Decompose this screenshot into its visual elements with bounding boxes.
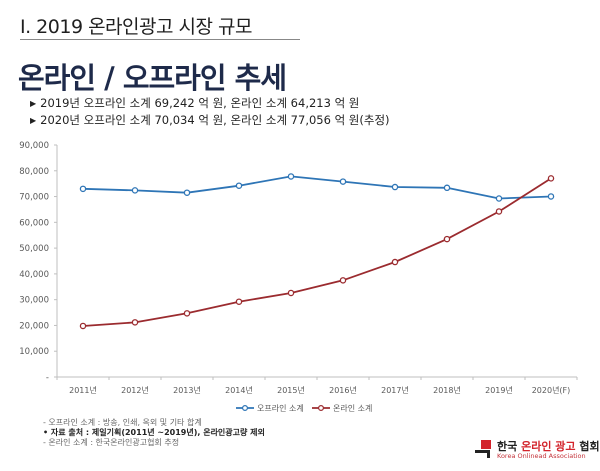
title-divider <box>20 39 300 40</box>
note-source: • 자료 출처 : 제일기획(2011년 ~2019년), 온라인광고량 제외 <box>43 428 265 437</box>
data-point <box>183 189 191 196</box>
data-point <box>287 289 295 297</box>
series-online <box>79 175 555 330</box>
y-tick-label: 40,000 <box>19 270 49 280</box>
chart-notes: - 오프라인 소계 : 방송, 인쇄, 옥외 및 기타 합계 • 자료 출처 :… <box>43 418 265 448</box>
summary-bullet-2019: ▶ 2019년 오프라인 소계 69,242 억 원, 온라인 소계 64,213… <box>30 96 360 110</box>
x-tick-label: 2011년 <box>69 385 97 395</box>
y-axis-ticks: - 10,000 20,000 30,000 40,000 50,000 60,000 70,… <box>19 141 57 383</box>
line-chart: - 10,000 20,000 30,000 40,000 50,000 60,000 70,… <box>19 141 578 413</box>
y-tick-label: - <box>46 373 49 383</box>
y-tick-label: 20,000 <box>19 321 49 331</box>
data-point <box>183 310 191 317</box>
data-point <box>287 173 295 180</box>
y-tick-label: 10,000 <box>19 347 49 357</box>
legend-label: 온라인 소계 <box>333 403 372 413</box>
x-tick-label: 2014년 <box>225 385 253 395</box>
data-point <box>443 184 451 192</box>
data-point <box>79 185 87 193</box>
legend-point-marker <box>318 405 325 412</box>
series-line <box>82 177 552 327</box>
x-tick-label: 2012년 <box>121 385 149 395</box>
data-point <box>391 183 399 191</box>
section-title: Ⅰ. 2019 온라인광고 시장 규모 <box>20 16 252 38</box>
x-tick-label: 2020년(F) <box>532 385 571 395</box>
summary-bullet-2020: ▶ 2020년 오프라인 소계 70,034 억 원, 온라인 소계 77,056… <box>30 113 390 127</box>
summary-bullets: ▶ 2019년 오프라인 소계 69,242 억 원, 온라인 소계 64,213… <box>30 95 390 129</box>
x-tick-label: 2015년 <box>277 385 305 395</box>
legend-point-marker <box>242 405 249 412</box>
data-point <box>547 175 555 182</box>
data-point <box>547 193 555 200</box>
x-tick-label: 2019년 <box>485 385 513 395</box>
y-tick-label: 70,000 <box>19 193 49 203</box>
data-point <box>131 187 139 194</box>
legend-item-online: 온라인 소계 <box>312 403 372 413</box>
y-tick-label: 90,000 <box>19 141 49 151</box>
data-point <box>339 277 347 284</box>
data-point <box>495 195 503 202</box>
y-tick-label: 60,000 <box>19 218 49 228</box>
chart-legend: 오프라인 소계 온라인 소계 <box>236 403 372 413</box>
data-point <box>391 258 399 266</box>
page-title: 온라인 / 오프라인 추세 <box>18 61 287 95</box>
x-tick-label: 2016년 <box>329 385 357 395</box>
y-tick-label: 50,000 <box>19 244 49 254</box>
x-tick-label: 2018년 <box>433 385 461 395</box>
data-point <box>235 182 243 189</box>
logo-korean-name: 한국 온라인 광고 협회 <box>497 440 600 453</box>
series-line <box>82 175 552 200</box>
data-point <box>339 178 347 185</box>
association-logo: 한국 온라인 광고 협회 Korea Onlinead Association <box>475 438 600 462</box>
x-axis-ticks: 2011년 2012년 2013년 2014년 2015년 2016년 2017년 2018년… <box>56 377 578 395</box>
triangle-right-icon: ▶ <box>30 116 37 125</box>
y-tick-label: 80,000 <box>19 167 49 177</box>
x-tick-label: 2017년 <box>381 385 409 395</box>
legend-label: 오프라인 소계 <box>257 403 304 413</box>
legend-item-offline: 오프라인 소계 <box>236 403 304 413</box>
data-point <box>443 235 451 243</box>
x-tick-label: 2013년 <box>173 385 201 395</box>
y-tick-label: 30,000 <box>19 296 49 306</box>
data-point <box>495 208 503 215</box>
triangle-right-icon: ▶ <box>30 99 37 108</box>
logo-mark-icon <box>475 440 493 458</box>
series-offline <box>79 173 555 202</box>
data-point <box>235 298 243 305</box>
note-online: - 온라인 소계 : 한국온라인광고협회 추정 <box>43 438 180 447</box>
logo-english-name: Korea Onlinead Association <box>497 452 586 460</box>
note-offline: - 오프라인 소계 : 방송, 인쇄, 옥외 및 기타 합계 <box>43 418 202 427</box>
data-point <box>131 319 139 326</box>
chart-series <box>79 173 555 330</box>
data-point <box>79 322 87 330</box>
